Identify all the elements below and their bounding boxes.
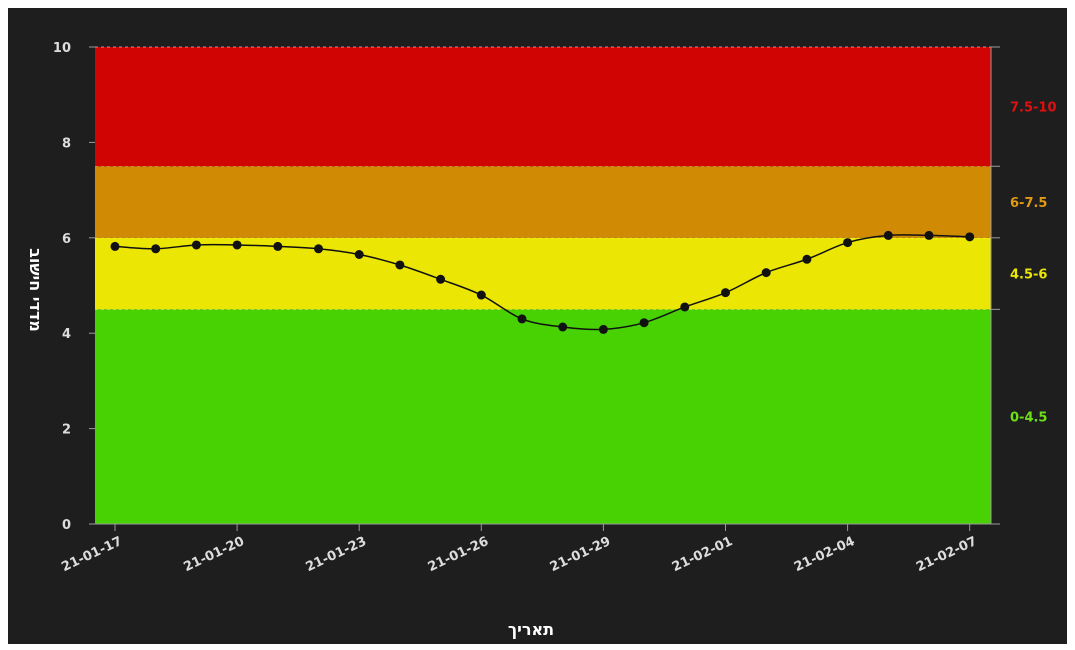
data-point xyxy=(558,322,568,332)
data-point xyxy=(680,302,690,312)
y-tick-label: 6 xyxy=(62,232,71,247)
band-7.5-10 xyxy=(95,47,991,167)
band-label: 7.5-10 xyxy=(1010,101,1057,116)
data-point xyxy=(965,232,975,242)
data-point xyxy=(924,230,934,240)
data-point xyxy=(191,240,201,250)
x-tick-label: 21-01-23 xyxy=(304,534,369,575)
band-label: 4.5-6 xyxy=(1010,268,1047,283)
data-point xyxy=(395,260,405,270)
y-axis-title: מדדי חישוב xyxy=(26,248,45,332)
band-4.5-6 xyxy=(95,237,991,310)
line-chart: 0-4.5 4.5-6 6-7.5 7.5-10 0 2 4 6 8 10 21-01-17 21-0… xyxy=(26,41,1057,639)
y-tick-label: 0 xyxy=(62,518,71,533)
data-point xyxy=(639,318,649,328)
data-point xyxy=(761,268,771,278)
data-point xyxy=(476,290,486,300)
x-tick-label: 21-02-01 xyxy=(670,534,735,575)
x-tick-label: 21-01-20 xyxy=(181,534,246,575)
data-point xyxy=(151,244,161,254)
y-tick-label: 2 xyxy=(62,423,71,438)
x-tick-label: 21-01-29 xyxy=(548,534,613,575)
data-point xyxy=(598,324,608,334)
x-axis-title: תאריך xyxy=(508,620,554,639)
data-point xyxy=(314,244,323,254)
data-point xyxy=(843,238,853,248)
data-point xyxy=(232,240,242,250)
data-point xyxy=(273,241,283,251)
data-point xyxy=(802,254,812,264)
data-point xyxy=(517,314,527,324)
data-point xyxy=(110,241,120,251)
data-point xyxy=(354,249,364,259)
x-tick-label: 21-01-17 xyxy=(59,534,124,575)
x-tick-label: 21-01-26 xyxy=(426,534,491,575)
band-label: 6-7.5 xyxy=(1010,196,1047,211)
y-tick-label: 10 xyxy=(53,41,71,56)
data-point xyxy=(436,274,446,284)
band-6-7.5 xyxy=(95,166,991,238)
series-line xyxy=(114,234,970,331)
band-label: 0-4.5 xyxy=(1010,411,1047,426)
chart-panel: 0-4.5 4.5-6 6-7.5 7.5-10 0 2 4 6 8 10 21-01-17 21-0… xyxy=(8,8,1067,644)
band-0-4.5 xyxy=(95,309,991,524)
data-point xyxy=(721,288,730,298)
y-tick-label: 8 xyxy=(62,136,71,151)
x-tick-label: 21-02-04 xyxy=(792,534,857,575)
data-point xyxy=(883,230,893,240)
y-tick-label: 4 xyxy=(62,327,71,342)
x-tick-label: 21-02-07 xyxy=(914,534,979,575)
